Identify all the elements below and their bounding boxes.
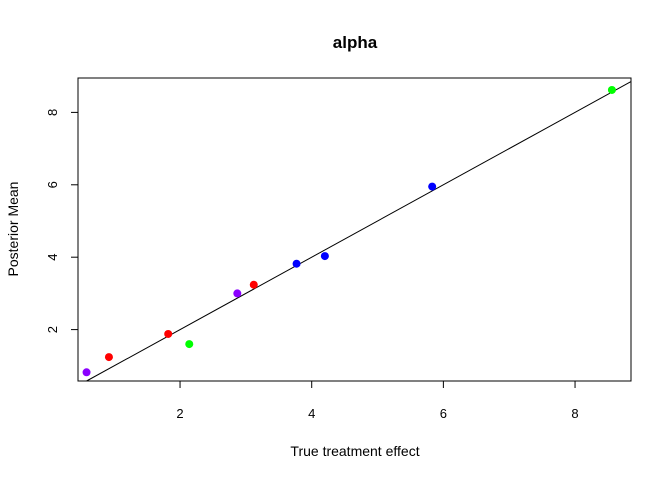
data-point (104, 353, 113, 362)
chart-title: alpha (333, 33, 378, 52)
y-tick-label: 2 (45, 326, 60, 333)
reference-line (86, 81, 632, 382)
data-point (249, 280, 258, 289)
data-point (82, 368, 91, 377)
x-tick-label: 4 (308, 406, 315, 421)
data-point (607, 85, 616, 94)
data-point (185, 340, 194, 349)
y-tick-label: 4 (45, 254, 60, 261)
y-tick-label: 8 (45, 109, 60, 116)
y-tick-label: 6 (45, 181, 60, 188)
plot-frame (77, 77, 632, 382)
x-axis-label: True treatment effect (290, 443, 419, 459)
data-point (292, 259, 301, 268)
data-point (320, 252, 329, 261)
x-tick-label: 2 (176, 406, 183, 421)
x-tick-label: 6 (440, 406, 447, 421)
x-tick-label: 8 (571, 406, 578, 421)
data-point (233, 289, 242, 298)
data-point (164, 329, 173, 338)
data-point (428, 182, 437, 191)
y-axis-label: Posterior Mean (5, 182, 21, 277)
